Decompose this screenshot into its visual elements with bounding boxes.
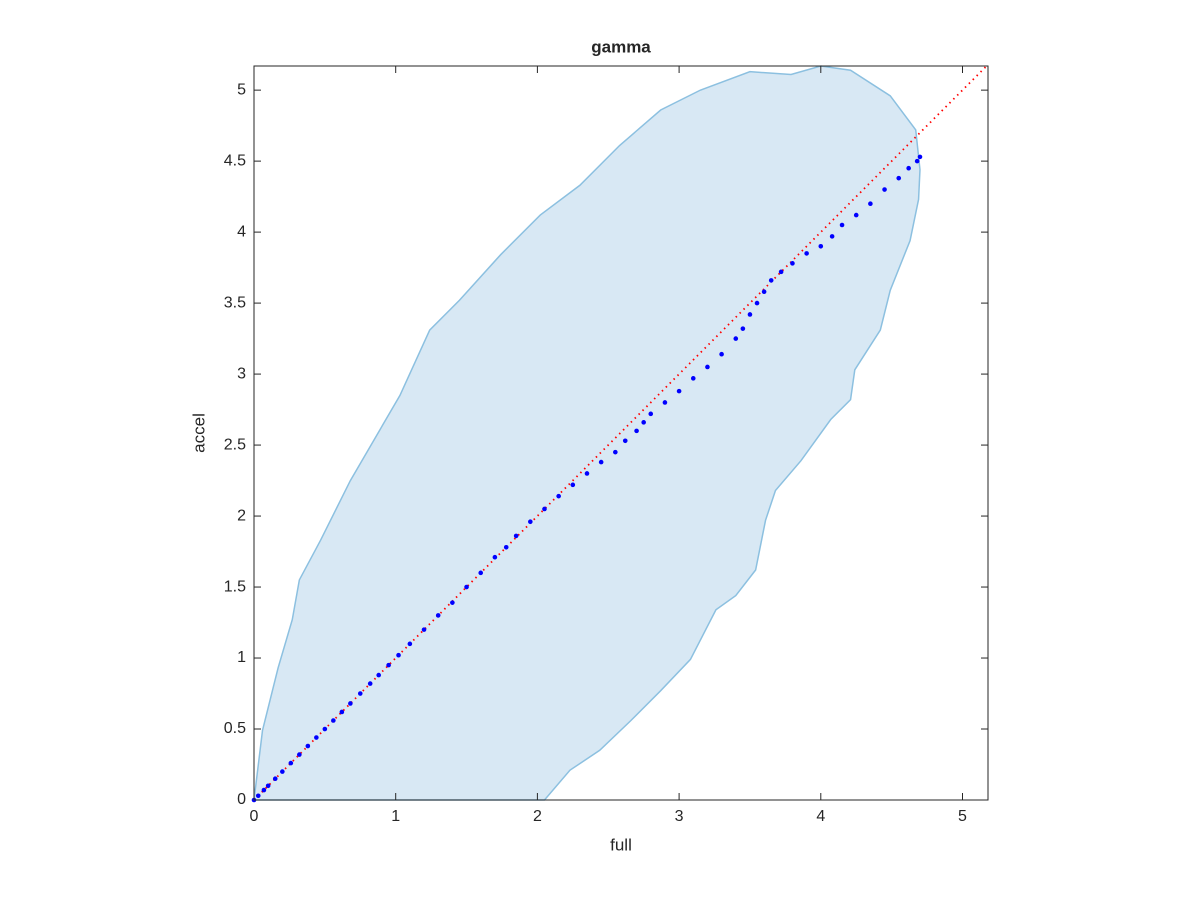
point <box>676 388 682 394</box>
point <box>747 312 753 317</box>
y-tick-label: 0 <box>237 791 246 808</box>
point <box>662 400 668 405</box>
point <box>584 471 590 476</box>
point <box>754 300 760 306</box>
y-tick-label: 5 <box>237 81 246 98</box>
point <box>492 554 498 560</box>
point <box>906 165 911 171</box>
x-tick-label: 5 <box>958 808 967 825</box>
point <box>690 376 696 381</box>
axes-box <box>253 65 989 801</box>
x-tick-label: 4 <box>816 808 825 825</box>
point <box>622 438 628 444</box>
region <box>253 65 921 801</box>
y-tick-label: 1 <box>237 649 246 666</box>
point <box>818 244 824 249</box>
y-tick-label: 4 <box>237 223 246 240</box>
point <box>288 760 294 766</box>
point <box>305 743 311 749</box>
point <box>280 769 285 774</box>
point <box>435 613 441 618</box>
x-tick-label: 0 <box>250 808 259 825</box>
point <box>761 289 767 295</box>
y-axis-label: accel <box>189 413 208 453</box>
point <box>322 726 328 732</box>
point <box>396 652 401 658</box>
point <box>478 570 484 576</box>
point <box>297 752 302 757</box>
point <box>829 234 835 239</box>
point <box>634 428 639 434</box>
point <box>261 787 267 793</box>
point <box>255 793 261 799</box>
point <box>896 175 902 181</box>
point <box>705 364 710 370</box>
chart-title: gamma <box>591 37 651 56</box>
point <box>386 662 391 668</box>
point <box>407 641 413 647</box>
point <box>839 222 845 228</box>
point <box>613 449 618 455</box>
point <box>331 718 336 723</box>
diagonal-line <box>253 65 988 801</box>
y-tick-label: 3 <box>237 365 246 382</box>
point <box>272 776 278 782</box>
y-tick-label: 0.5 <box>224 720 246 737</box>
point <box>648 411 654 417</box>
x-tick-label: 1 <box>391 808 400 825</box>
point <box>556 493 561 499</box>
point <box>914 158 920 164</box>
point <box>450 600 455 605</box>
point <box>314 735 319 740</box>
point <box>348 701 353 706</box>
point <box>357 691 363 696</box>
y-tick-label: 2 <box>237 507 246 524</box>
point <box>503 544 509 550</box>
x-tick-label: 2 <box>533 808 542 825</box>
y-tick-label: 3.5 <box>224 294 246 311</box>
point <box>882 187 887 192</box>
y-tick-label: 4.5 <box>224 152 246 169</box>
point <box>719 351 724 357</box>
point <box>740 326 746 331</box>
point <box>778 269 784 275</box>
point <box>421 627 427 632</box>
point <box>733 336 739 341</box>
x-tick-label: 3 <box>675 808 684 825</box>
point <box>376 672 381 678</box>
point <box>464 584 469 590</box>
point <box>513 533 519 539</box>
x-axis-label: full <box>610 835 632 854</box>
point <box>768 278 774 283</box>
point <box>367 681 373 686</box>
point <box>265 783 271 789</box>
point <box>641 420 646 425</box>
point <box>868 201 873 207</box>
point <box>598 459 604 465</box>
point <box>853 212 859 218</box>
point <box>804 251 809 256</box>
point <box>542 506 547 512</box>
y-tick-label: 2.5 <box>224 436 246 453</box>
point <box>790 261 795 266</box>
point <box>339 709 345 715</box>
y-tick-label: 1.5 <box>224 578 246 595</box>
point <box>917 154 923 160</box>
point <box>528 519 533 525</box>
point <box>570 482 576 488</box>
